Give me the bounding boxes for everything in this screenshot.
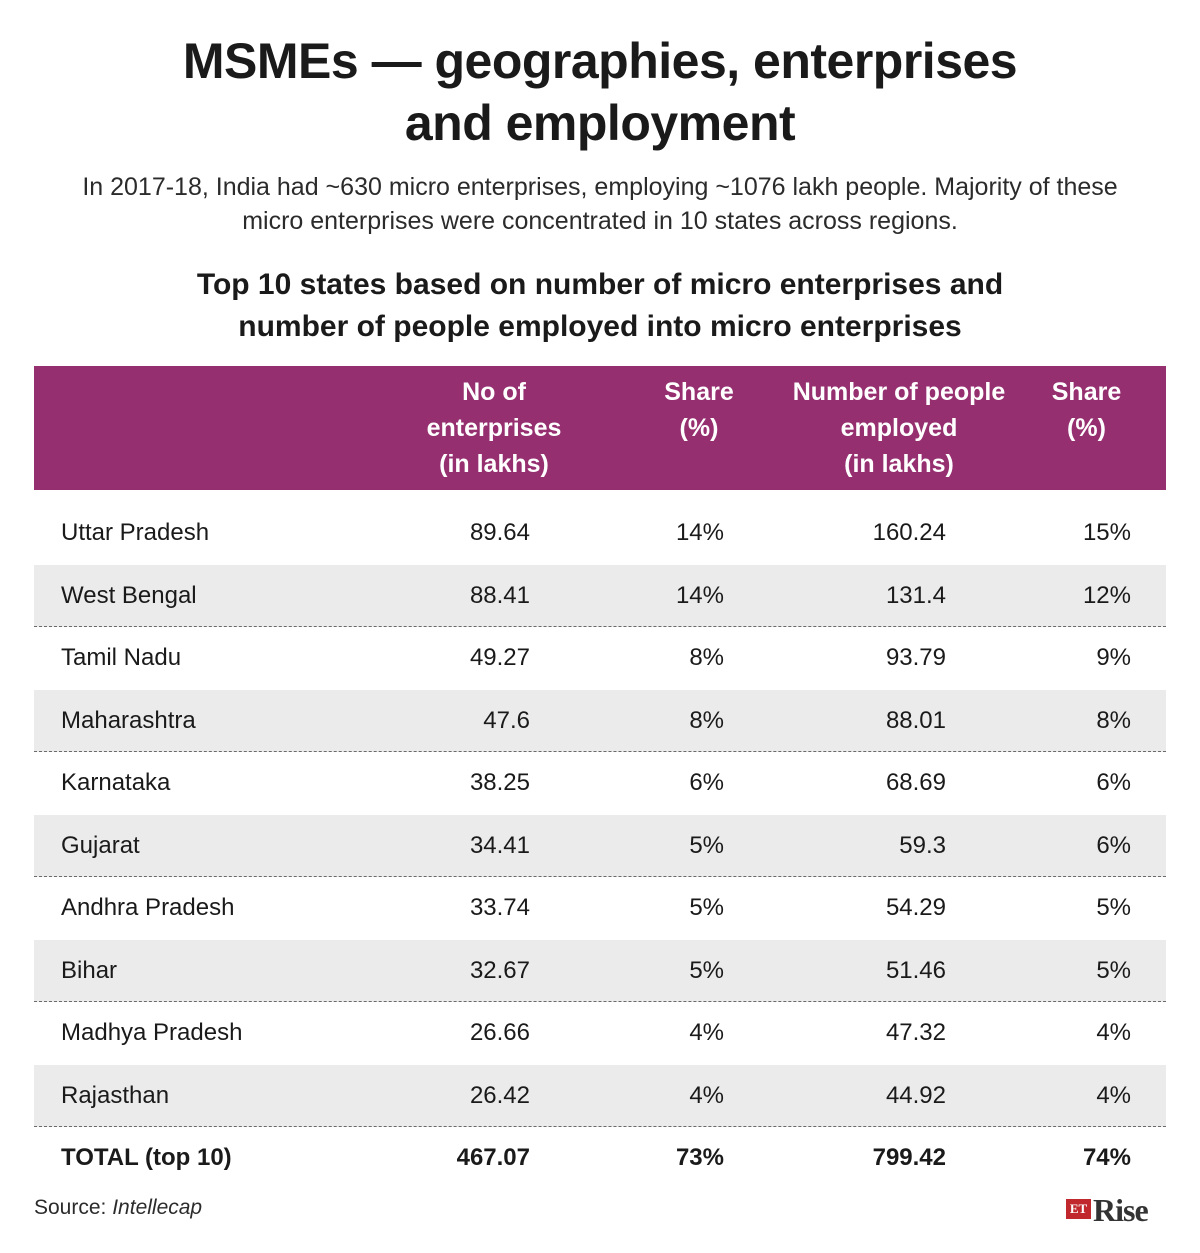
cell-state: Tamil Nadu — [61, 644, 182, 671]
logo-et-badge: ET — [1066, 1199, 1091, 1219]
source-note: Source: Intellecap — [34, 1196, 202, 1220]
cell-people: 799.42 — [872, 1144, 946, 1171]
header-enterprises-line: enterprises — [426, 414, 562, 442]
table-total-row: TOTAL (top 10) 467.07 73% 799.42 74% — [34, 1127, 1166, 1189]
cell-people: 88.01 — [885, 706, 946, 734]
header-enterprises-line: (in lakhs) — [439, 450, 549, 478]
cell-state: West Bengal — [61, 581, 197, 609]
header-share-people-line: (%) — [1067, 414, 1106, 442]
cell-people: 131.4 — [885, 581, 946, 609]
cell-share-enterprises: 14% — [675, 581, 724, 609]
cell-share-people: 6% — [1096, 769, 1131, 796]
cell-share-people: 9% — [1096, 644, 1131, 671]
cell-people: 51.46 — [885, 956, 946, 984]
header-people: Number of people employed (in lakhs) — [774, 374, 1024, 482]
table-row: Tamil Nadu 49.27 8% 93.79 9% — [34, 627, 1166, 690]
table-row: Maharashtra 47.6 8% 88.01 8% — [34, 689, 1166, 752]
cell-share-enterprises: 4% — [689, 1081, 724, 1109]
header-share-people-line: Share — [1051, 378, 1122, 406]
cell-state: Madhya Pradesh — [61, 1019, 243, 1046]
cell-enterprises: 47.6 — [483, 706, 530, 734]
cell-share-people: 5% — [1096, 894, 1131, 921]
header-enterprises: No of enterprises (in lakhs) — [414, 374, 574, 482]
cell-state: Bihar — [61, 956, 118, 984]
cell-share-people: 8% — [1096, 706, 1131, 734]
table-title: Top 10 states based on number of micro e… — [0, 264, 1200, 348]
table-title-text: Top 10 states based on number of micro e… — [196, 268, 1004, 343]
header-share-enterprises-line: Share — [664, 378, 734, 406]
cell-state: Andhra Pradesh — [61, 894, 235, 921]
cell-share-people: 4% — [1096, 1019, 1131, 1046]
cell-people: 59.3 — [899, 831, 946, 859]
cell-people: 54.29 — [885, 894, 946, 921]
cell-share-enterprises: 14% — [675, 519, 724, 546]
cell-people: 93.79 — [885, 644, 946, 671]
cell-state: Gujarat — [61, 831, 140, 859]
subtitle: In 2017-18, India had ~630 micro enterpr… — [0, 170, 1200, 238]
cell-enterprises: 33.74 — [469, 894, 530, 921]
cell-enterprises: 26.66 — [469, 1019, 530, 1046]
table-row: Gujarat 34.41 5% 59.3 6% — [34, 814, 1166, 877]
cell-state: Maharashtra — [61, 706, 196, 734]
cell-people: 68.69 — [885, 769, 946, 796]
data-table: No of enterprises (in lakhs) Share (%) Numb… — [34, 366, 1166, 1189]
cell-people: 160.24 — [872, 519, 946, 546]
cell-share-people: 4% — [1096, 1081, 1131, 1109]
title-text: MSMEs — geographies, enterprises and emp… — [182, 33, 1018, 151]
table-row: Bihar 32.67 5% 51.46 5% — [34, 939, 1166, 1002]
source-label: Source: — [34, 1196, 107, 1219]
cell-enterprises: 88.41 — [469, 581, 530, 609]
subtitle-text: In 2017-18, India had ~630 micro enterpr… — [82, 173, 1118, 235]
cell-share-people: 74% — [1082, 1144, 1131, 1171]
cell-enterprises: 34.41 — [469, 831, 530, 859]
cell-people: 47.32 — [885, 1019, 946, 1046]
cell-share-people: 5% — [1096, 956, 1131, 984]
header-enterprises-line: No of — [462, 378, 526, 406]
table-row: Madhya Pradesh 26.66 4% 47.32 4% — [34, 1002, 1166, 1065]
page-title: MSMEs — geographies, enterprises and emp… — [0, 30, 1200, 154]
header-share-enterprises-line: (%) — [679, 414, 719, 442]
table-row: Andhra Pradesh 33.74 5% 54.29 5% — [34, 877, 1166, 940]
cell-state: TOTAL (top 10) — [61, 1144, 232, 1171]
cell-share-people: 15% — [1082, 519, 1131, 546]
header-share-people: Share (%) — [1029, 374, 1144, 446]
cell-share-people: 12% — [1082, 581, 1131, 609]
cell-share-enterprises: 5% — [689, 956, 724, 984]
table-row: Rajasthan 26.42 4% 44.92 4% — [34, 1064, 1166, 1127]
cell-people: 44.92 — [885, 1081, 946, 1109]
cell-state: Uttar Pradesh — [61, 519, 210, 546]
cell-state: Karnataka — [61, 769, 171, 796]
source-name: Intellecap — [112, 1196, 203, 1219]
cell-share-enterprises: 8% — [689, 706, 724, 734]
table-row: Karnataka 38.25 6% 68.69 6% — [34, 752, 1166, 815]
table-body: Uttar Pradesh 89.64 14% 160.24 15% West Benga… — [34, 490, 1166, 1189]
et-rise-logo: ET Rise — [1066, 1190, 1156, 1230]
cell-enterprises: 38.25 — [469, 769, 530, 796]
cell-share-enterprises: 5% — [689, 894, 724, 921]
table-row: Uttar Pradesh 89.64 14% 160.24 15% — [34, 502, 1166, 565]
header-people-line: (in lakhs) — [844, 450, 954, 478]
cell-share-enterprises: 5% — [689, 831, 724, 859]
cell-enterprises: 89.64 — [469, 519, 530, 546]
table-row: West Bengal 88.41 14% 131.4 12% — [34, 564, 1166, 627]
cell-share-enterprises: 6% — [689, 769, 724, 796]
cell-share-people: 6% — [1096, 831, 1131, 859]
header-people-line: employed — [840, 414, 958, 442]
header-share-enterprises: Share (%) — [644, 374, 754, 446]
cell-share-enterprises: 8% — [689, 644, 724, 671]
cell-state: Rajasthan — [61, 1081, 170, 1109]
cell-enterprises: 467.07 — [456, 1144, 530, 1171]
cell-enterprises: 49.27 — [469, 644, 530, 671]
cell-enterprises: 32.67 — [469, 956, 530, 984]
table-header: No of enterprises (in lakhs) Share (%) Numb… — [34, 366, 1166, 490]
cell-share-enterprises: 4% — [689, 1019, 724, 1046]
header-people-line: Number of people — [792, 378, 1006, 406]
cell-share-enterprises: 73% — [675, 1144, 724, 1171]
cell-enterprises: 26.42 — [469, 1081, 530, 1109]
logo-rise-text: Rise — [1093, 1192, 1149, 1228]
